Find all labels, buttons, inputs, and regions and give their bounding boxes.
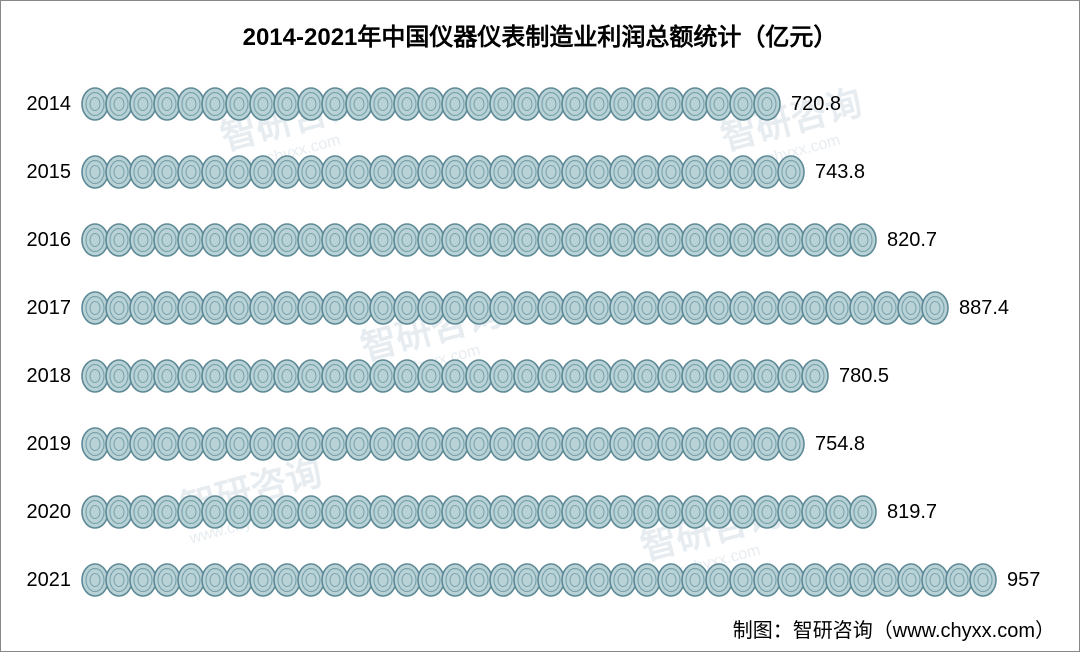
chart-rows: 2014 <box>21 70 1059 614</box>
coin-bar <box>81 223 873 257</box>
value-label: 820.7 <box>887 229 937 252</box>
y-axis-label: 2019 <box>21 433 81 456</box>
chart-row: 2015 <box>21 138 1059 206</box>
chart-row: 2019 <box>21 410 1059 478</box>
value-label: 957 <box>1007 569 1040 592</box>
chart-row: 2017 <box>21 274 1059 342</box>
value-label: 819.7 <box>887 501 937 524</box>
y-axis-label: 2016 <box>21 229 81 252</box>
bar-area: 754.8 <box>81 427 1059 461</box>
y-axis-label: 2021 <box>21 569 81 592</box>
coin-bar <box>81 563 993 597</box>
chart-row: 2016 <box>21 206 1059 274</box>
y-axis-label: 2014 <box>21 93 81 116</box>
coin-icon <box>849 495 877 529</box>
value-label: 887.4 <box>959 297 1009 320</box>
bar-area: 720.8 <box>81 87 1059 121</box>
chart-title: 2014-2021年中国仪器仪表制造业利润总额统计（亿元） <box>21 17 1059 52</box>
chart-footer: 制图：智研咨询（www.chyxx.com） <box>733 614 1055 643</box>
chart-row: 2020 <box>21 478 1059 546</box>
value-label: 780.5 <box>839 365 889 388</box>
value-label: 743.8 <box>815 161 865 184</box>
y-axis-label: 2018 <box>21 365 81 388</box>
y-axis-label: 2015 <box>21 161 81 184</box>
coin-bar <box>81 427 801 461</box>
coin-icon <box>921 291 949 325</box>
coin-bar <box>81 155 801 189</box>
chart-row: 2014 <box>21 70 1059 138</box>
coin-bar <box>81 495 873 529</box>
y-axis-label: 2020 <box>21 501 81 524</box>
bar-area: 780.5 <box>81 359 1059 393</box>
coin-icon <box>777 427 805 461</box>
coin-icon <box>753 87 781 121</box>
coin-bar <box>81 291 945 325</box>
coin-icon <box>849 223 877 257</box>
bar-area: 819.7 <box>81 495 1059 529</box>
y-axis-label: 2017 <box>21 297 81 320</box>
coin-icon <box>777 155 805 189</box>
coin-bar <box>81 87 777 121</box>
chart-row: 2018 <box>21 342 1059 410</box>
value-label: 720.8 <box>791 93 841 116</box>
value-label: 754.8 <box>815 433 865 456</box>
bar-area: 743.8 <box>81 155 1059 189</box>
bar-area: 957 <box>81 563 1059 597</box>
bar-area: 887.4 <box>81 291 1059 325</box>
coin-icon <box>801 359 829 393</box>
coin-bar <box>81 359 825 393</box>
coin-icon <box>969 563 997 597</box>
bar-area: 820.7 <box>81 223 1059 257</box>
chart-container: 2014-2021年中国仪器仪表制造业利润总额统计（亿元） 智研咨询www.ch… <box>0 0 1080 652</box>
chart-row: 2021 <box>21 546 1059 614</box>
